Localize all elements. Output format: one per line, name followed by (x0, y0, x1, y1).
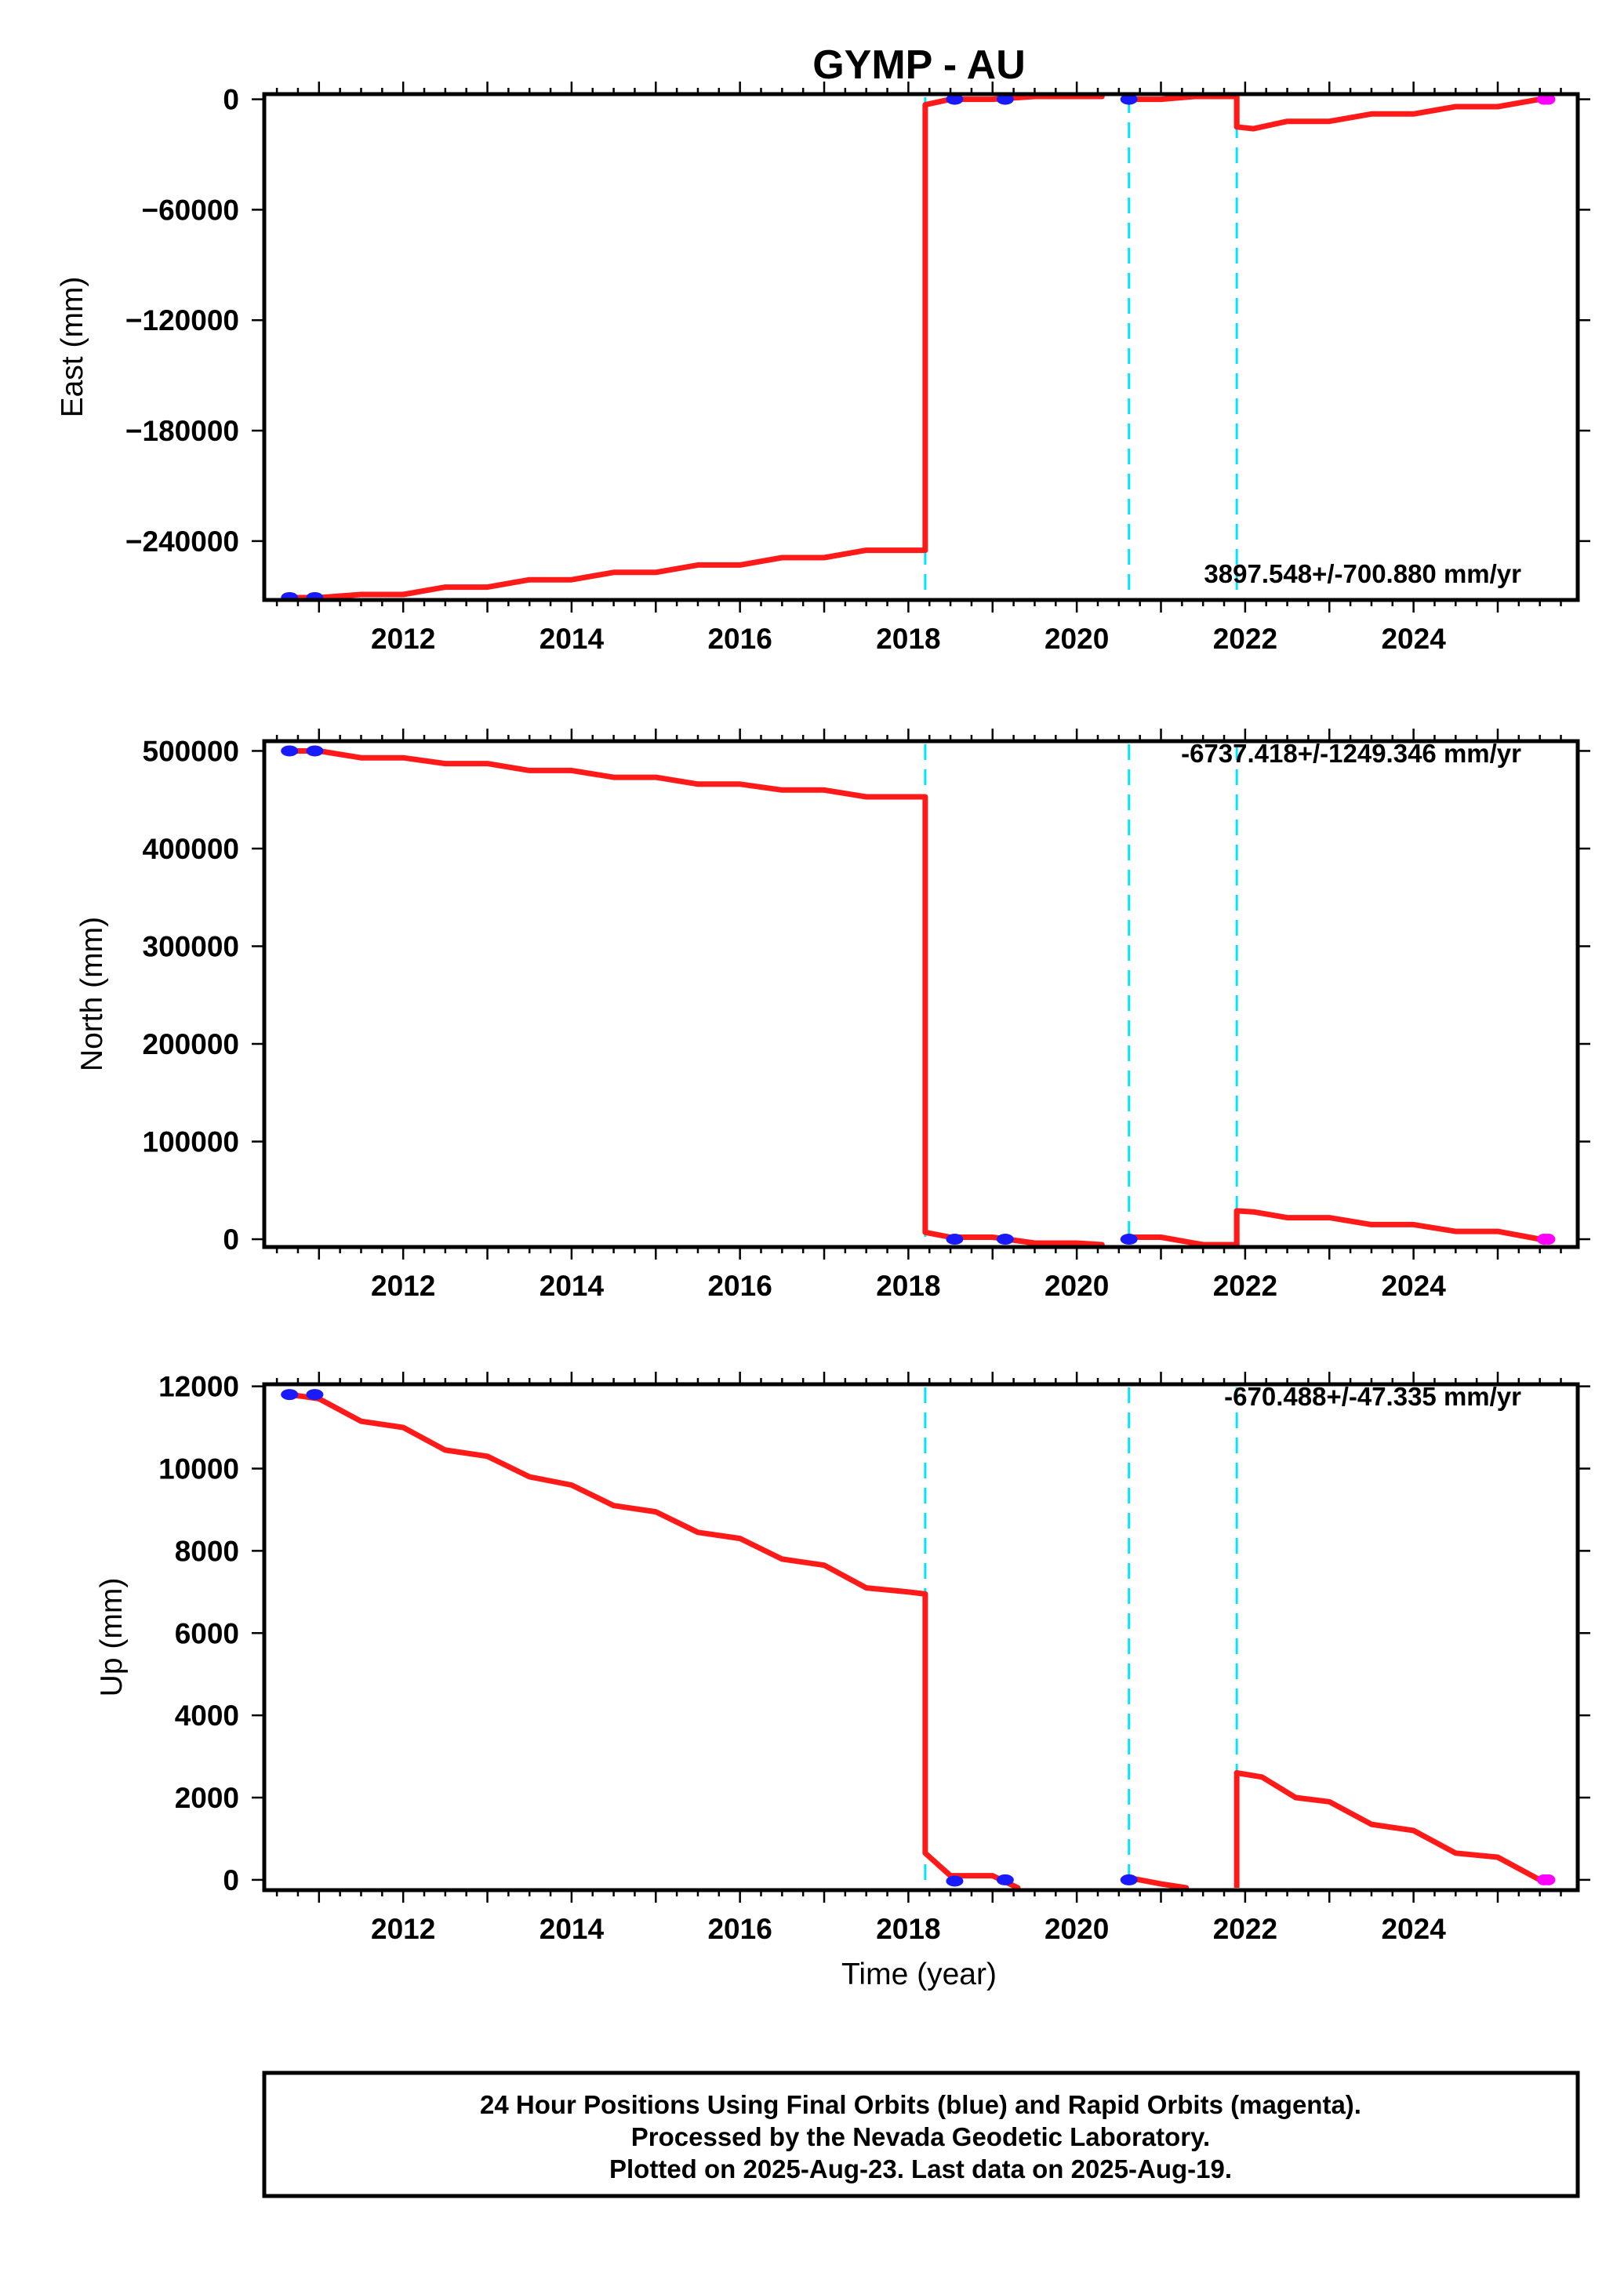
north-x-tick-label: 2024 (1381, 1270, 1446, 1302)
up-x-tick-label: 2022 (1213, 1913, 1277, 1945)
north-plot-frame (262, 739, 1580, 1249)
up-x-tick-label: 2012 (371, 1913, 435, 1945)
east-x-tick-label: 2020 (1045, 623, 1109, 655)
east-x-tick-label: 2018 (876, 623, 940, 655)
east-x-tick-label: 2024 (1381, 623, 1446, 655)
north-x-tick-label: 2012 (371, 1270, 435, 1302)
chart-title: GYMP - AU (812, 42, 1026, 88)
footer-box: 24 Hour Positions Using Final Orbits (bl… (262, 2071, 1580, 2198)
east-rapid-orbit-point (1541, 94, 1556, 105)
east-y-tick-label: 0 (223, 84, 239, 116)
footer-line-1: 24 Hour Positions Using Final Orbits (bl… (480, 2090, 1361, 2119)
east-rate-label: 3897.548+/-700.880 mm/yr (1204, 559, 1521, 588)
east-model-segment (1233, 96, 1551, 132)
east-final-orbit-point (946, 94, 964, 105)
north-rate-label: -6737.418+/-1249.346 mm/yr (1181, 739, 1521, 768)
up-x-tick-label: 2020 (1045, 1913, 1109, 1945)
north-y-axis-title: North (mm) (75, 917, 109, 1071)
east-x-tick-label: 2014 (540, 623, 605, 655)
footer-frame (262, 2071, 1580, 2198)
north-x-tick-label: 2018 (876, 1270, 940, 1302)
up-x-tick-label: 2014 (540, 1913, 605, 1945)
north-y-tick-label: 500000 (143, 735, 239, 767)
up-final-orbit-point (946, 1875, 964, 1887)
north-final-orbit-point (306, 745, 324, 757)
east-final-orbit-point (996, 94, 1014, 105)
east-y-tick-label: −60000 (142, 194, 240, 226)
up-rate-label: -670.488+/-47.335 mm/yr (1224, 1382, 1521, 1411)
north-x-tick-label: 2016 (707, 1270, 772, 1302)
up-y-tick-label: 12000 (158, 1371, 239, 1403)
x-axis-title: Time (year) (841, 1958, 997, 1991)
up-final-orbit-point (281, 1389, 299, 1401)
east-model-segment (286, 547, 928, 600)
north-panel: 2012 2014 2016 2018 2020 2022 2024 0 100000 20000… (75, 729, 1590, 1302)
up-x-tick-label: 2018 (876, 1913, 940, 1945)
up-y-axis-title: Up (mm) (95, 1578, 129, 1697)
east-y-tick-label: −120000 (125, 304, 239, 336)
north-x-tick-label: 2014 (540, 1270, 605, 1302)
north-x-tick-label: 2020 (1045, 1270, 1109, 1302)
up-series-group (281, 1389, 1556, 1890)
up-model-segment (286, 1391, 928, 1597)
up-x-tick-label: 2016 (707, 1913, 772, 1945)
up-model-segment (1233, 1770, 1551, 1883)
north-y-tick-label: 300000 (143, 930, 239, 962)
east-x-tick-label: 2016 (707, 623, 772, 655)
up-final-orbit-point (996, 1874, 1014, 1885)
north-final-orbit-point (996, 1234, 1014, 1245)
up-final-orbit-point (306, 1389, 324, 1401)
north-series-group (281, 745, 1556, 1247)
footer-line-2: Processed by the Nevada Geodetic Laborat… (631, 2122, 1210, 2151)
up-y-tick-label: 10000 (158, 1453, 239, 1485)
up-y-tick-label: 6000 (175, 1617, 239, 1649)
east-y-tick-label: −180000 (125, 415, 239, 447)
up-panel: 2012 2014 2016 2018 2020 2022 2024 0 2000 4000 600… (95, 1371, 1590, 1945)
east-final-orbit-point (1120, 94, 1138, 105)
up-final-orbit-point (1120, 1874, 1138, 1885)
up-rapid-orbit-point (1541, 1874, 1556, 1885)
east-x-tick-label: 2012 (371, 623, 435, 655)
east-series-group (281, 94, 1556, 600)
north-y-tick-label: 200000 (143, 1028, 239, 1060)
up-y-tick-label: 8000 (175, 1535, 239, 1567)
up-model-segment (1126, 1874, 1190, 1890)
north-y-tick-label: 0 (223, 1223, 239, 1256)
north-model-segment (286, 748, 928, 800)
east-model-segment (1126, 94, 1240, 103)
north-model-segment (1126, 1234, 1240, 1247)
north-final-orbit-point (1120, 1234, 1138, 1245)
up-y-tick-label: 0 (223, 1864, 239, 1896)
north-x-tick-label: 2022 (1213, 1270, 1277, 1302)
north-y-tick-label: 100000 (143, 1126, 239, 1158)
north-final-orbit-point (946, 1234, 964, 1245)
up-x-tick-label: 2024 (1381, 1913, 1446, 1945)
east-y-tick-label: −240000 (125, 525, 239, 558)
footer-line-3: Plotted on 2025-Aug-23. Last data on 202… (609, 2154, 1232, 2183)
east-panel: 2012 2014 2016 2018 2020 2022 2024 0 −60000 −1200… (56, 82, 1590, 655)
up-plot-frame (262, 1382, 1580, 1892)
east-plot-frame (262, 92, 1580, 602)
east-x-tick-label: 2022 (1213, 623, 1277, 655)
up-y-tick-label: 2000 (175, 1782, 239, 1814)
up-y-tick-label: 4000 (175, 1700, 239, 1732)
north-rapid-orbit-point (1541, 1234, 1556, 1245)
north-final-orbit-point (281, 745, 299, 757)
east-y-axis-title: East (mm) (56, 277, 89, 418)
north-y-tick-label: 400000 (143, 833, 239, 865)
north-model-segment (1233, 1208, 1551, 1242)
